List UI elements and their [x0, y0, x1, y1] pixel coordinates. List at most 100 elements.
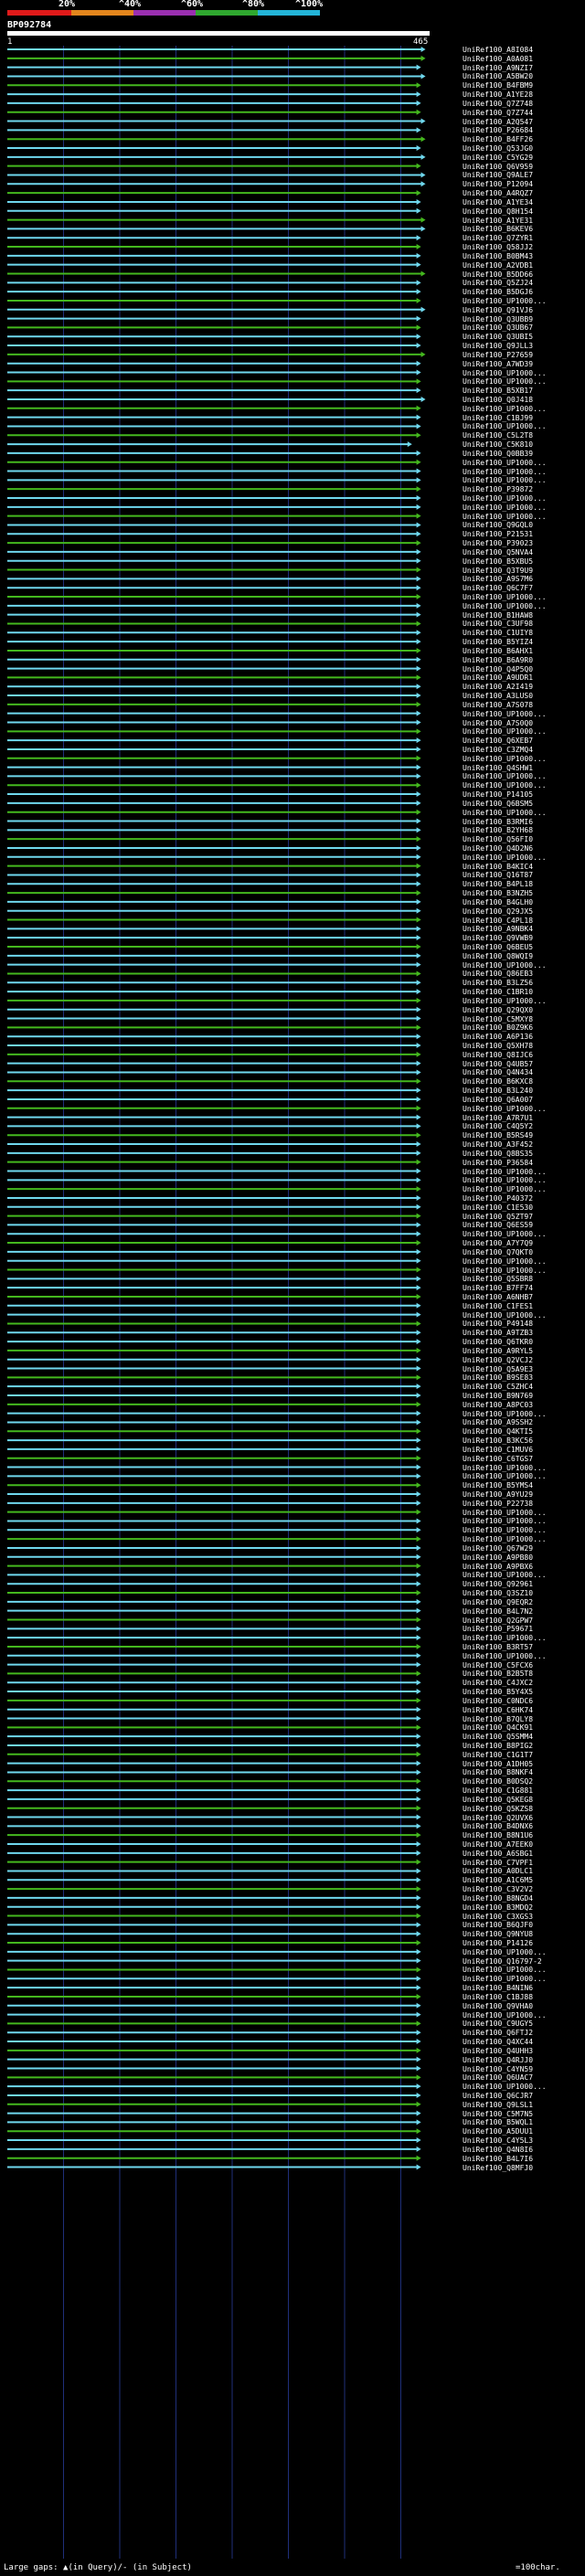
hit-label[interactable]: UniRef100_Q4UB57 [463, 1059, 534, 1068]
hit-label[interactable]: UniRef100_B6AHX1 [463, 646, 534, 655]
hit-label[interactable]: UniRef100_UP1000... [463, 422, 547, 431]
hit-label[interactable]: UniRef100_B9SE83 [463, 1373, 534, 1383]
hit-label[interactable]: UniRef100_UP1000... [463, 1310, 547, 1320]
hit-label[interactable]: UniRef100_Q3T9U9 [463, 566, 534, 575]
hit-label[interactable]: UniRef100_Q4N434 [463, 1068, 534, 1077]
hit-label[interactable]: UniRef100_Q5KZS8 [463, 1804, 534, 1813]
hit-label[interactable]: UniRef100_C9UGY5 [463, 2019, 534, 2029]
hit-label[interactable]: UniRef100_UP1000... [463, 1176, 547, 1185]
hit-label[interactable]: UniRef100_UP1000... [463, 996, 547, 1005]
hit-label[interactable]: UniRef100_C6HK74 [463, 1705, 534, 1714]
hit-label[interactable]: UniRef100_Q8BS35 [463, 1149, 534, 1158]
hit-label[interactable]: UniRef100_A7S078 [463, 700, 534, 709]
hit-label[interactable]: UniRef100_A2I419 [463, 683, 534, 692]
hit-label[interactable]: UniRef100_C1E530 [463, 1203, 534, 1212]
hit-label[interactable]: UniRef100_Q0BB39 [463, 449, 534, 458]
hit-label[interactable]: UniRef100_UP1000... [463, 1526, 547, 1535]
hit-label[interactable]: UniRef100_Q2UVX6 [463, 1813, 534, 1822]
hit-label[interactable]: UniRef100_UP1000... [463, 512, 547, 521]
hit-label[interactable]: UniRef100_B4PL18 [463, 880, 534, 889]
hit-label[interactable]: UniRef100_A9TZB3 [463, 1329, 534, 1338]
hit-label[interactable]: UniRef100_P26684 [463, 126, 534, 135]
hit-label[interactable]: UniRef100_B3RMI6 [463, 817, 534, 826]
hit-label[interactable]: UniRef100_Q4RJJ0 [463, 2055, 534, 2064]
hit-label[interactable]: UniRef100_P59671 [463, 1625, 534, 1634]
hit-label[interactable]: UniRef100_Q67W29 [463, 1543, 534, 1553]
hit-label[interactable]: UniRef100_B4FBM9 [463, 81, 534, 90]
hit-label[interactable]: UniRef100_Q3UB67 [463, 323, 534, 333]
hit-label[interactable]: UniRef100_Q9NYU8 [463, 1930, 534, 1939]
hit-label[interactable]: UniRef100_P40372 [463, 1193, 534, 1203]
hit-label[interactable]: UniRef100_B2YH68 [463, 826, 534, 835]
hit-label[interactable]: UniRef100_C1UIY8 [463, 629, 534, 638]
hit-label[interactable]: UniRef100_Q5SBR8 [463, 1275, 534, 1284]
hit-label[interactable]: UniRef100_Q9VWB9 [463, 934, 534, 943]
hit-label[interactable]: UniRef100_Q53JG0 [463, 144, 534, 154]
hit-label[interactable]: UniRef100_UP1000... [463, 1167, 547, 1176]
hit-label[interactable]: UniRef100_B6KEV6 [463, 225, 534, 234]
hit-label[interactable]: UniRef100_C3UF98 [463, 620, 534, 629]
hit-label[interactable]: UniRef100_UP1000... [463, 709, 547, 718]
hit-label[interactable]: UniRef100_B5YIZ4 [463, 638, 534, 647]
hit-label[interactable]: UniRef100_B4FF26 [463, 135, 534, 144]
hit-label[interactable]: UniRef100_UP1000... [463, 960, 547, 970]
hit-label[interactable]: UniRef100_UP1000... [463, 1517, 547, 1526]
hit-label[interactable]: UniRef100_C1MUV6 [463, 1445, 534, 1454]
hit-label[interactable]: UniRef100_B5Y4X5 [463, 1688, 534, 1697]
hit-label[interactable]: UniRef100_UP1000... [463, 1966, 547, 1975]
hit-label[interactable]: UniRef100_A1YE34 [463, 197, 534, 207]
hit-label[interactable]: UniRef100_B4NIN6 [463, 1984, 534, 1993]
hit-label[interactable]: UniRef100_Q58JJ2 [463, 243, 534, 252]
hit-label[interactable]: UniRef100_Q0J418 [463, 395, 534, 404]
hit-label[interactable]: UniRef100_C4YN59 [463, 2064, 534, 2073]
hit-label[interactable]: UniRef100_B3RT57 [463, 1642, 534, 1651]
hit-label[interactable]: UniRef100_Q5NVA4 [463, 547, 534, 557]
hit-label[interactable]: UniRef100_C5FCX6 [463, 1660, 534, 1670]
hit-label[interactable]: UniRef100_Q91VJ6 [463, 305, 534, 314]
hit-label[interactable]: UniRef100_P12094 [463, 180, 534, 189]
hit-label[interactable]: UniRef100_A0DLC1 [463, 1867, 534, 1876]
hit-label[interactable]: UniRef100_Q6CJR7 [463, 2091, 534, 2100]
hit-label[interactable]: UniRef100_C6TGS7 [463, 1454, 534, 1463]
hit-label[interactable]: UniRef100_A7S0Q0 [463, 718, 534, 727]
hit-label[interactable]: UniRef100_UP1000... [463, 377, 547, 387]
hit-label[interactable]: UniRef100_A6P136 [463, 1033, 534, 1042]
hit-label[interactable]: UniRef100_P21531 [463, 530, 534, 539]
hit-label[interactable]: UniRef100_Q4XC44 [463, 2038, 534, 2047]
hit-label[interactable]: UniRef100_B4L7I6 [463, 2154, 534, 2163]
hit-label[interactable]: UniRef100_UP1000... [463, 1256, 547, 1266]
hit-label[interactable]: UniRef100_UP1000... [463, 458, 547, 467]
hit-label[interactable]: UniRef100_Q6V959 [463, 162, 534, 171]
hit-label[interactable]: UniRef100_P36584 [463, 1158, 534, 1167]
hit-label[interactable]: UniRef100_B7FF74 [463, 1284, 534, 1293]
hit-label[interactable]: UniRef100_B3KC56 [463, 1436, 534, 1446]
hit-label[interactable]: UniRef100_B4DNX6 [463, 1822, 534, 1831]
hit-label[interactable]: UniRef100_P22738 [463, 1499, 534, 1508]
hit-label[interactable]: UniRef100_Q4KTI5 [463, 1427, 534, 1436]
hit-label[interactable]: UniRef100_B8NKF4 [463, 1768, 534, 1777]
hit-label[interactable]: UniRef100_Q5SMM4 [463, 1733, 534, 1742]
hit-label[interactable]: UniRef100_P39872 [463, 485, 534, 494]
hit-label[interactable]: UniRef100_Q6FTJ2 [463, 2029, 534, 2038]
hit-label[interactable]: UniRef100_Q6ES59 [463, 1221, 534, 1230]
hit-label[interactable]: UniRef100_Q9LSL1 [463, 2100, 534, 2109]
hit-label[interactable]: UniRef100_C3V2V2 [463, 1885, 534, 1894]
hit-label[interactable]: UniRef100_Q4N8I6 [463, 2145, 534, 2154]
hit-label[interactable]: UniRef100_Q29QX0 [463, 1005, 534, 1014]
hit-label[interactable]: UniRef100_UP1000... [463, 853, 547, 862]
hit-label[interactable]: UniRef100_C3XGS3 [463, 1912, 534, 1921]
hit-label[interactable]: UniRef100_B4KIC4 [463, 862, 534, 871]
hit-label[interactable]: UniRef100_Q92961 [463, 1580, 534, 1589]
hit-label[interactable]: UniRef100_C5ZHC4 [463, 1383, 534, 1392]
hit-label[interactable]: UniRef100_B2B5T8 [463, 1670, 534, 1679]
hit-label[interactable]: UniRef100_A9UDR1 [463, 673, 534, 683]
hit-label[interactable]: UniRef100_UP1000... [463, 494, 547, 503]
hit-label[interactable]: UniRef100_UP1000... [463, 772, 547, 781]
hit-label[interactable]: UniRef100_Q56FI0 [463, 835, 534, 844]
hit-label[interactable]: UniRef100_C4JXC2 [463, 1679, 534, 1688]
hit-label[interactable]: UniRef100_Q8H154 [463, 207, 534, 216]
hit-label[interactable]: UniRef100_A9NZI7 [463, 63, 534, 72]
hit-label[interactable]: UniRef100_B5DGJ6 [463, 288, 534, 297]
hit-label[interactable]: UniRef100_C1BJ99 [463, 413, 534, 422]
hit-label[interactable]: UniRef100_UP1000... [463, 1409, 547, 1418]
